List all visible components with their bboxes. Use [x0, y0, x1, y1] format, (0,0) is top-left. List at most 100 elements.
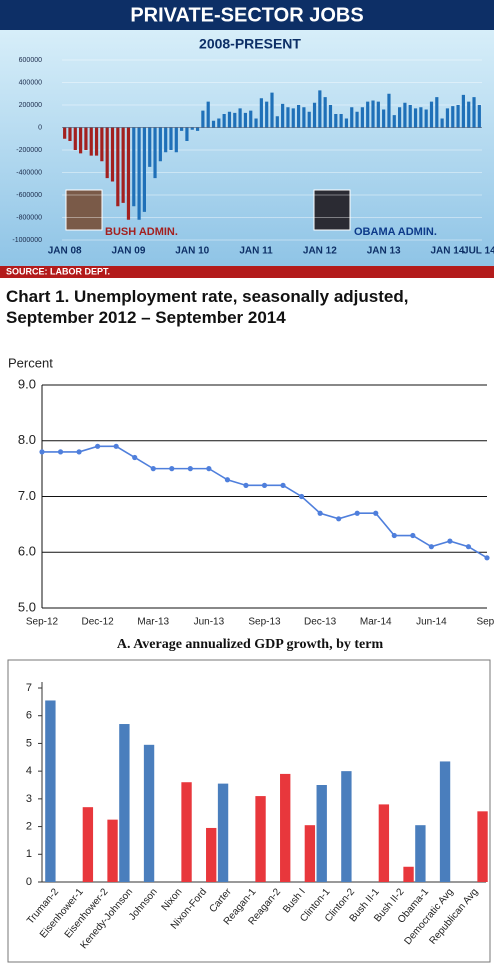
bar — [341, 771, 352, 882]
bar — [265, 101, 269, 128]
bar — [249, 110, 253, 128]
chart-title: A. Average annualized GDP growth, by ter… — [117, 637, 384, 652]
title-band — [0, 0, 494, 30]
bar — [334, 114, 338, 128]
y-tick-label: 2 — [26, 820, 32, 832]
bar — [281, 103, 285, 128]
point — [187, 466, 193, 472]
point — [243, 482, 249, 488]
bar — [318, 90, 322, 128]
bar — [355, 111, 359, 128]
y-tick-label: 5.0 — [18, 599, 36, 614]
x-tick-label: Sep-12 — [26, 617, 59, 628]
point — [447, 538, 453, 544]
bar — [63, 127, 67, 139]
bar — [387, 93, 391, 128]
y-tick-label: -600000 — [16, 192, 42, 199]
bar — [286, 107, 290, 128]
bar — [206, 827, 217, 882]
bar — [312, 102, 317, 128]
bar — [344, 118, 349, 128]
bar — [137, 127, 141, 220]
point — [391, 532, 397, 539]
bar — [201, 110, 205, 128]
x-tick-label: Jun-14 — [416, 617, 447, 628]
point — [317, 510, 323, 516]
point — [410, 532, 416, 539]
bar — [392, 115, 396, 128]
bar — [153, 127, 157, 179]
bar — [94, 127, 99, 156]
bar — [195, 127, 200, 131]
point — [132, 454, 138, 461]
bar — [275, 116, 279, 128]
bar — [371, 100, 375, 128]
bar — [181, 782, 192, 882]
chart-title: Chart 1. Unemployment rate, seasonally a… — [6, 287, 409, 327]
bar — [79, 127, 83, 154]
point — [113, 443, 119, 449]
source: SOURCE: LABOR DEPT. — [6, 266, 110, 276]
y-tick-label: 600000 — [19, 57, 42, 64]
bar — [255, 796, 266, 882]
bar — [217, 783, 229, 882]
point — [150, 466, 156, 472]
bar — [89, 127, 93, 156]
bar — [472, 97, 476, 128]
bar — [302, 107, 306, 128]
x-tick-label: JAN 12 — [303, 246, 337, 257]
bar — [158, 127, 162, 162]
bar — [467, 101, 471, 128]
y-tick-label: 5 — [26, 737, 32, 749]
y-tick-label: 6 — [26, 710, 32, 722]
bar — [477, 811, 488, 882]
chart-subtitle: 2008-PRESENT — [199, 36, 301, 52]
y-tick-label: 3 — [26, 793, 32, 805]
y-tick-label: 9.0 — [18, 376, 36, 391]
bar — [107, 819, 118, 882]
y-tick-label: 0 — [38, 124, 42, 131]
chart-title: PRIVATE-SECTOR JOBS — [130, 4, 363, 26]
series-label: OBAMA ADMIN. — [354, 226, 437, 238]
x-tick-label: Jun-13 — [194, 617, 225, 628]
y-tick-label: 0 — [26, 876, 32, 888]
bar — [254, 118, 258, 128]
point — [95, 443, 101, 449]
bar — [185, 127, 189, 141]
x-tick-label: JUL 14 — [463, 246, 494, 257]
bar — [378, 804, 390, 882]
y-tick-label: 4 — [26, 765, 32, 777]
bar — [169, 127, 173, 150]
bar — [403, 102, 407, 128]
x-tick-label: JAN 09 — [112, 246, 146, 257]
bar — [456, 105, 460, 128]
bar — [84, 127, 88, 150]
bar — [180, 127, 184, 131]
bar — [73, 127, 77, 150]
bar — [121, 127, 125, 203]
bar — [366, 101, 370, 128]
point — [336, 516, 342, 522]
bar — [164, 127, 168, 153]
point — [428, 544, 434, 550]
y-tick-label: -400000 — [16, 169, 42, 176]
bar — [415, 825, 426, 882]
point — [298, 493, 305, 500]
bar — [350, 107, 354, 128]
bar — [398, 107, 402, 128]
x-tick-label: Sep-13 — [248, 617, 281, 628]
x-tick-label: Mar-13 — [137, 617, 169, 628]
bar — [339, 114, 343, 128]
point — [39, 449, 45, 455]
x-tick-label: JAN 14 — [430, 246, 464, 257]
bar — [440, 118, 444, 128]
bar — [217, 118, 221, 128]
bar — [174, 127, 178, 153]
y-tick-label: 7 — [26, 682, 32, 694]
photo — [65, 189, 103, 231]
chart-frame — [7, 659, 491, 963]
photo — [313, 189, 351, 231]
bar — [419, 107, 423, 128]
y-tick-label: -1000000 — [12, 237, 42, 244]
